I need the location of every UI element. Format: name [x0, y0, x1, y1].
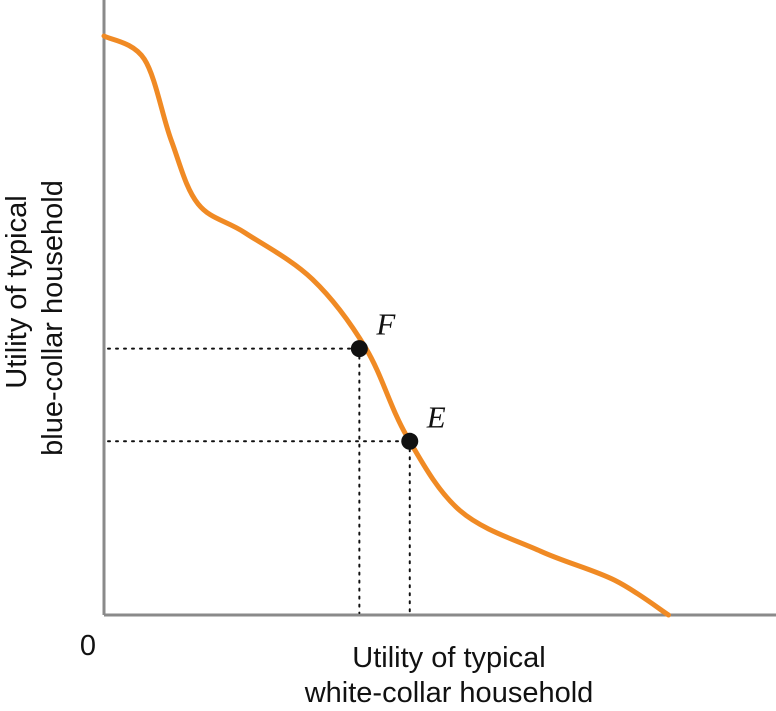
y-axis-label-line-2: blue-collar household	[37, 180, 69, 456]
y-axis-label-line-1: Utility of typical	[1, 195, 33, 388]
point-e-label: E	[426, 399, 446, 434]
origin-label: 0	[80, 630, 96, 662]
x-axis-label-line-1: Utility of typical	[352, 642, 545, 674]
chart-points: FE	[350, 307, 446, 450]
utility-curve	[101, 33, 671, 618]
x-axis-label-line-2: white-collar household	[304, 677, 594, 709]
point-f-label: F	[375, 307, 396, 342]
axes	[102, 0, 776, 617]
point-f-marker	[350, 340, 368, 358]
guide-lines	[107, 347, 411, 614]
point-e-marker	[401, 432, 419, 450]
